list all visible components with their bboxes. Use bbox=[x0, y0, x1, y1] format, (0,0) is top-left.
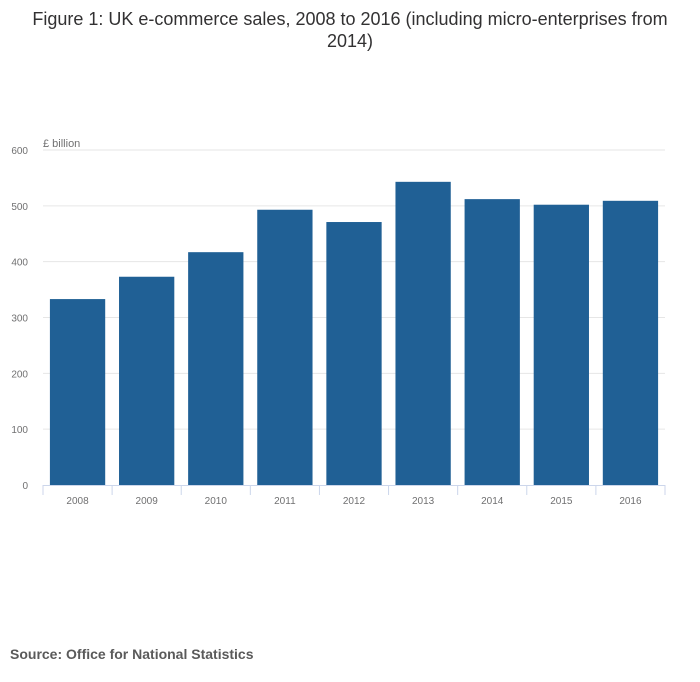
x-tick-label: 2012 bbox=[343, 496, 366, 507]
x-tick-label: 2014 bbox=[481, 496, 504, 507]
bar-2013 bbox=[395, 181, 451, 485]
bar-2016 bbox=[602, 200, 659, 485]
bar-2009 bbox=[119, 276, 175, 485]
x-tick-label: 2009 bbox=[136, 496, 159, 507]
bar-2008 bbox=[49, 299, 106, 485]
source-note: Source: Office for National Statistics bbox=[10, 646, 254, 662]
chart-title: Figure 1: UK e-commerce sales, 2008 to 2… bbox=[32, 9, 668, 51]
bar-2010 bbox=[188, 252, 244, 485]
x-tick-label: 2008 bbox=[66, 496, 89, 507]
bar-2015 bbox=[533, 204, 589, 485]
y-tick-label: 100 bbox=[11, 425, 28, 436]
x-tick-label: 2011 bbox=[274, 496, 296, 507]
bar-2011 bbox=[257, 209, 313, 485]
bar-2012 bbox=[326, 222, 382, 485]
bar-2014 bbox=[464, 199, 520, 485]
x-tick-labels: 2008 2009 2010 2011 2012 2013 2014 2015 2016 bbox=[66, 496, 642, 507]
bars bbox=[49, 181, 659, 485]
x-tick-label: 2013 bbox=[412, 496, 435, 507]
y-axis-label: £ billion bbox=[43, 138, 80, 150]
x-axis bbox=[42, 485, 666, 495]
y-tick-label: 200 bbox=[11, 369, 28, 380]
y-tick-label: 0 bbox=[22, 481, 28, 492]
y-tick-label: 400 bbox=[11, 258, 28, 269]
y-tick-labels: 0 100 200 300 400 500 600 bbox=[11, 146, 28, 492]
x-tick-label: 2010 bbox=[205, 496, 228, 507]
x-tick-label: 2016 bbox=[619, 496, 642, 507]
x-tick-label: 2015 bbox=[550, 496, 573, 507]
y-tick-label: 300 bbox=[11, 314, 28, 325]
y-tick-label: 500 bbox=[11, 202, 28, 213]
y-tick-label: 600 bbox=[11, 146, 28, 157]
